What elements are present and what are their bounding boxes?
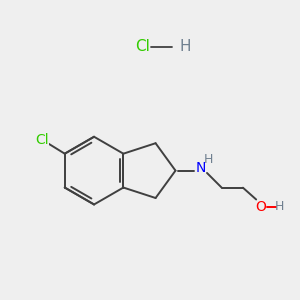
Text: Cl: Cl	[35, 134, 49, 147]
Text: N: N	[195, 161, 206, 175]
Text: H: H	[275, 200, 284, 213]
Text: H: H	[204, 153, 213, 166]
Text: O: O	[255, 200, 266, 214]
Text: Cl: Cl	[135, 39, 150, 54]
Text: H: H	[179, 39, 191, 54]
